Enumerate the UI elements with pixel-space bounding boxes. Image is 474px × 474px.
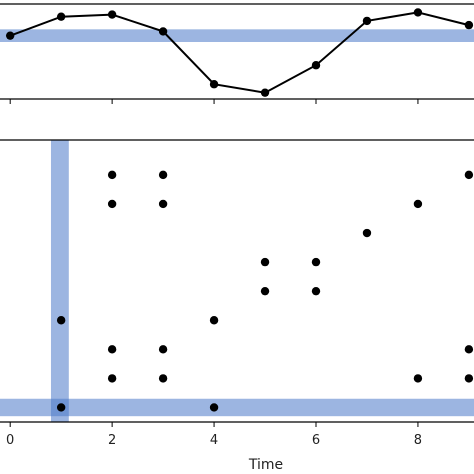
- top-panel: [0, 3, 474, 104]
- bottom-data-point: [56, 316, 66, 325]
- top-data-point: [5, 31, 15, 40]
- bottom-data-point: [464, 170, 474, 180]
- bottom-data-point: [158, 345, 168, 354]
- top-panel-ticks: [9, 99, 419, 104]
- bottom-data-point: [158, 199, 168, 209]
- top-data-point: [413, 8, 423, 17]
- bottom-data-point: [464, 374, 474, 383]
- bottom-series-points: [56, 170, 474, 412]
- bottom-panel-ticks: 0 2 4 6 8: [6, 422, 422, 448]
- bottom-data-point: [107, 374, 117, 383]
- bottom-data-point: [107, 199, 117, 209]
- bottom-data-point: [107, 345, 117, 354]
- top-data-point: [158, 27, 168, 36]
- bottom-data-point: [158, 374, 168, 383]
- bottom-data-point: [311, 286, 321, 296]
- bottom-data-point: [362, 228, 372, 238]
- top-series-line: [9, 11, 470, 94]
- top-data-point: [362, 16, 372, 26]
- x-tick-label: 2: [108, 433, 116, 448]
- top-data-point: [464, 20, 474, 30]
- bottom-data-point: [56, 403, 66, 412]
- top-data-point: [209, 80, 219, 89]
- bottom-data-point: [209, 403, 219, 412]
- x-tick-label: 0: [6, 433, 14, 448]
- bottom-data-point: [260, 257, 270, 267]
- top-horizontal-band: [0, 29, 474, 42]
- x-tick-label: 8: [414, 433, 422, 448]
- bottom-data-point: [413, 199, 423, 209]
- bottom-data-point: [209, 316, 219, 325]
- bottom-data-point: [158, 170, 168, 180]
- x-tick-label: 4: [210, 433, 218, 448]
- bottom-data-point: [107, 170, 117, 180]
- top-data-point: [56, 12, 66, 21]
- bottom-data-point: [413, 374, 423, 383]
- bottom-highlight-bands: [0, 140, 474, 422]
- x-tick-label: 6: [312, 433, 320, 448]
- top-data-point: [311, 61, 321, 70]
- x-axis-label: Time: [248, 457, 283, 473]
- bottom-vertical-band: [50, 140, 69, 422]
- top-data-point: [260, 88, 270, 97]
- top-data-point: [107, 10, 117, 19]
- bottom-panel: 0 2 4 6 8 Time: [0, 139, 474, 473]
- bottom-data-point: [311, 257, 321, 267]
- top-series-points: [5, 8, 474, 97]
- top-highlight-band: [0, 29, 474, 42]
- bottom-horizontal-band: [0, 398, 474, 417]
- bottom-data-point: [260, 286, 270, 296]
- bottom-data-point: [464, 345, 474, 354]
